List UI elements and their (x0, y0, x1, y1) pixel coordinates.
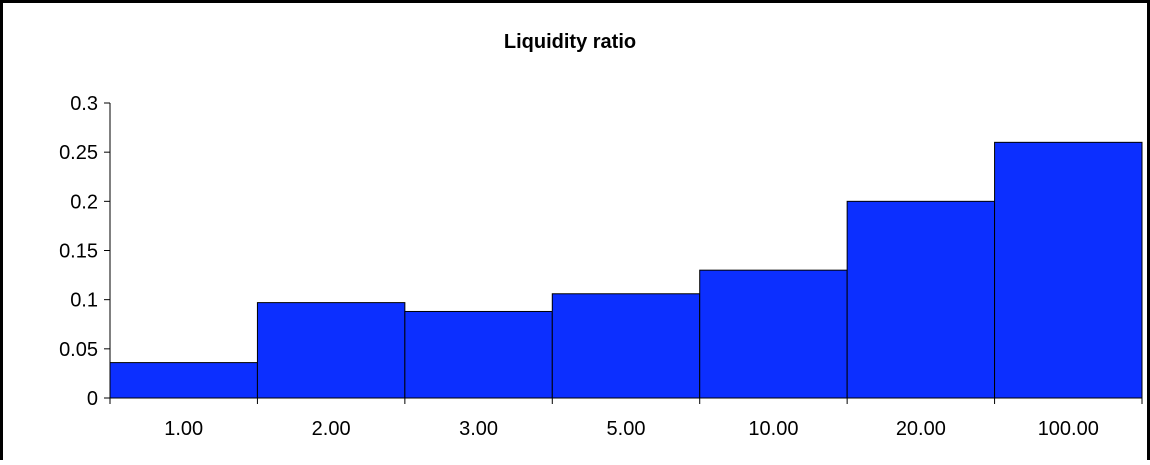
bar (846, 200, 996, 399)
y-tick-label: 0.1 (70, 290, 98, 312)
x-tick-label: 100.00 (1038, 418, 1099, 440)
y-tick-label: 0.05 (59, 339, 98, 361)
bar (994, 141, 1143, 399)
bar (699, 269, 848, 399)
y-tick-label: 0 (87, 388, 98, 410)
bar (109, 362, 258, 399)
y-tick-label: 0.3 (70, 93, 98, 115)
x-tick-label: 1.00 (164, 418, 203, 440)
chart-title: Liquidity ratio (504, 31, 636, 53)
y-tick-label: 0.25 (59, 142, 98, 164)
histogram-chart: Liquidity ratio 0 0.05 0.1 0.15 0.2 0.25 0.3 1… (59, 31, 1143, 440)
y-axis: 0 0.05 0.1 0.15 0.2 0.25 0.3 (59, 93, 111, 410)
x-tick-label: 3.00 (459, 418, 498, 440)
x-tick-label: 2.00 (312, 418, 351, 440)
y-tick-label: 0.15 (59, 241, 98, 263)
x-tick-label: 20.00 (896, 418, 946, 440)
x-axis: 1.00 2.00 3.00 5.00 10.00 20.00 100.00 (109, 397, 1143, 440)
bars (109, 141, 1143, 399)
bar (551, 293, 701, 399)
x-tick-label: 5.00 (607, 418, 646, 440)
bar (404, 310, 553, 399)
bar (256, 302, 406, 399)
y-tick-label: 0.2 (70, 191, 98, 213)
x-tick-label: 10.00 (748, 418, 798, 440)
